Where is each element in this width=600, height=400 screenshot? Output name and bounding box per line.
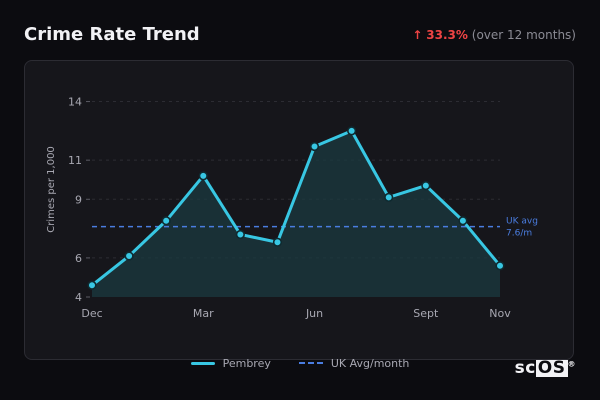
axes: 4 6 9 11 14 Dec Mar Jun Sept Nov Crimes per 1,000: [46, 96, 511, 320]
area-fill: [92, 130, 500, 297]
data-point: [384, 192, 394, 202]
y-axis-label: Crimes per 1,000: [46, 146, 57, 233]
data-point: [309, 141, 320, 152]
change-indicator: ↑ 33.3% (over 12 months): [412, 28, 576, 42]
y-tick-label: 9: [75, 193, 82, 206]
data-point: [458, 216, 468, 226]
data-point: [495, 261, 505, 271]
y-tick-label: 6: [75, 252, 82, 265]
chart-header: Crime Rate Trend ↑ 33.3% (over 12 months…: [24, 22, 576, 52]
y-tick-label: 14: [68, 96, 82, 109]
y-tick-label: 4: [75, 291, 82, 304]
legend-label: UK Avg/month: [330, 356, 410, 370]
chart-legend: Pembrey UK Avg/month: [0, 354, 600, 372]
x-tick-label: Nov: [489, 307, 511, 320]
chart-title: Crime Rate Trend: [24, 24, 200, 45]
data-point: [198, 171, 208, 181]
data-point: [347, 126, 357, 136]
y-tick-label: 11: [68, 154, 82, 167]
brand-mark: ®: [567, 359, 576, 369]
x-tick-label: Dec: [81, 307, 102, 320]
legend-item-pembrey[interactable]: Pembrey: [190, 356, 271, 370]
data-point: [87, 280, 97, 290]
uk-average-value-label: 7.6/m: [506, 229, 532, 239]
legend-item-uk-avg[interactable]: UK Avg/month: [298, 356, 410, 370]
trend-up-icon: ↑: [412, 28, 423, 42]
data-point: [421, 180, 431, 191]
series-line-group: [90, 129, 502, 287]
x-tick-label: Sept: [413, 307, 439, 320]
series-area: [92, 130, 500, 297]
brand-logo: sc OS ®: [515, 358, 576, 378]
data-point: [235, 229, 245, 240]
data-point: [161, 216, 171, 226]
change-percentage: 33.3%: [426, 28, 468, 42]
brand-boxed: OS: [535, 358, 568, 378]
legend-swatch-dashed: [298, 362, 323, 364]
x-tick-label: Mar: [193, 307, 214, 320]
series-line-pembrey: [90, 129, 502, 287]
data-points: [87, 126, 505, 290]
change-period: (over 12 months): [471, 28, 576, 42]
brand-prefix: sc: [514, 358, 536, 378]
legend-label: Pembrey: [222, 356, 271, 370]
data-point: [124, 251, 134, 261]
data-point: [272, 237, 283, 247]
x-tick-label: Jun: [305, 307, 323, 320]
uk-average-label: UK avg: [506, 217, 538, 227]
legend-swatch-solid: [190, 361, 215, 365]
